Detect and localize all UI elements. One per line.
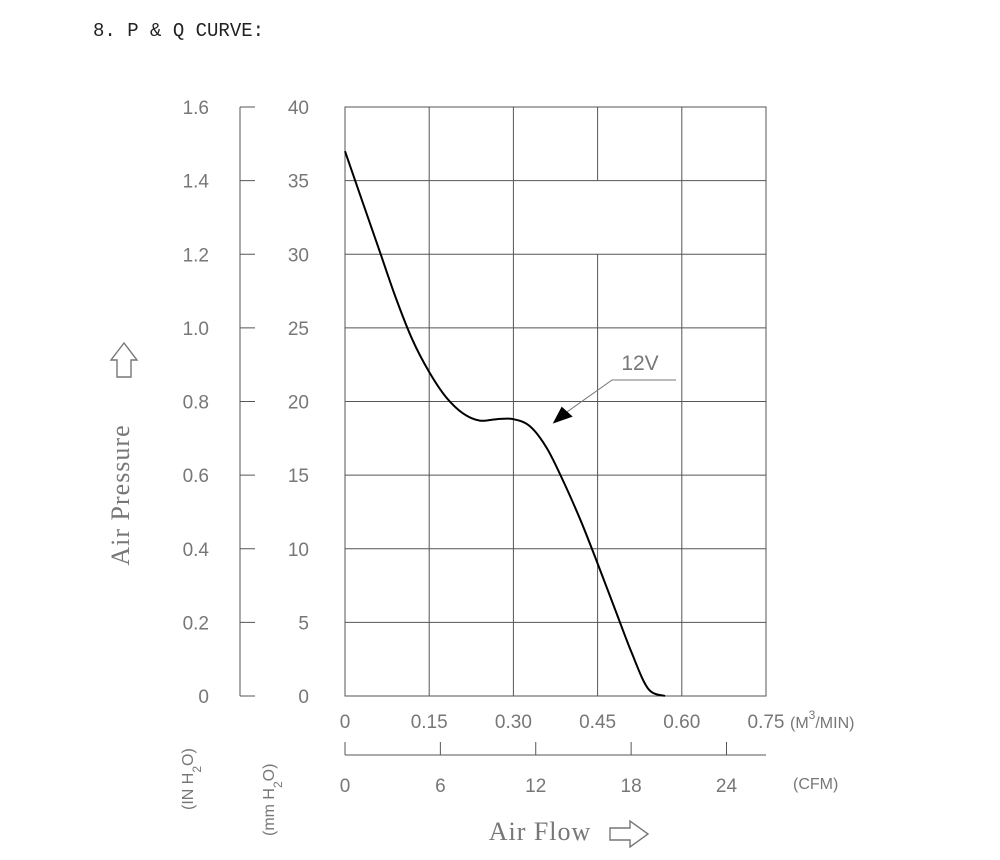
y-tick-label-mm: 15 <box>288 466 309 487</box>
cfm-tick-label: 24 <box>716 776 738 797</box>
y-unit-secondary: (mm H2O) <box>261 764 285 836</box>
plot-axes <box>239 106 766 756</box>
y-tick-label-in: 1.4 <box>183 172 210 193</box>
y-tick-label-in: 0.4 <box>183 540 210 561</box>
x-axis-label: Air Flow <box>489 817 592 846</box>
y-tick-label-mm: 5 <box>298 613 309 634</box>
y-tick-label-mm: 40 <box>288 98 309 119</box>
y-tick-label-mm: 25 <box>288 319 309 340</box>
y-tick-label-in: 0.8 <box>183 393 209 414</box>
y-tick-label-in: 1.2 <box>183 245 209 266</box>
annotation-label: 12V <box>621 352 658 375</box>
cfm-tick-label: 0 <box>340 776 351 797</box>
up-arrow-icon <box>109 341 139 378</box>
y-axis-label: Air Pressure <box>106 424 135 565</box>
svg-text:(IN H2O): (IN H2O) <box>180 748 204 810</box>
cfm-tick-label: 12 <box>525 776 546 797</box>
y-tick-label-mm: 10 <box>288 540 309 561</box>
svg-text:(mm H2O): (mm H2O) <box>261 764 285 836</box>
x-tick-label: 0.45 <box>579 712 616 733</box>
x-unit-primary: (M3/MIN) <box>790 708 854 732</box>
page-title: 8. P & Q CURVE: <box>93 20 264 42</box>
x-unit-secondary: (CFM) <box>793 776 838 793</box>
y-tick-label-mm: 35 <box>288 172 309 193</box>
x-tick-label: 0.15 <box>411 712 448 733</box>
y-tick-label-in: 0.6 <box>183 466 209 487</box>
cfm-tick-label: 18 <box>621 776 642 797</box>
y-tick-label-in: 1.6 <box>183 98 209 119</box>
x-tick-label: 0.30 <box>495 712 532 733</box>
y-tick-label-mm: 20 <box>288 393 309 414</box>
y-tick-label-in: 1.0 <box>183 319 209 340</box>
y-tick-label-mm: 30 <box>288 245 309 266</box>
plot-grid <box>344 106 767 697</box>
annotation-arrowhead <box>552 406 573 424</box>
annotation-leader-line <box>564 379 676 414</box>
right-arrow-icon <box>609 819 650 849</box>
tick-labels: 0 0.15 0.30 0.45 0.60 0.75051015202530354000.… <box>183 98 785 797</box>
y-unit-primary: (IN H2O) <box>180 748 204 810</box>
series-line <box>344 150 666 697</box>
cfm-tick-label: 6 <box>435 776 446 797</box>
x-tick-label: 0.60 <box>663 712 700 733</box>
y-tick-label-in: 0 <box>198 687 209 708</box>
x-tick-label: 0.75 <box>748 712 785 733</box>
y-tick-label-mm: 0 <box>298 687 309 708</box>
y-tick-label-in: 0.2 <box>183 613 209 634</box>
series-layer: 12V <box>344 150 676 697</box>
x-tick-label: 0 <box>340 712 351 733</box>
